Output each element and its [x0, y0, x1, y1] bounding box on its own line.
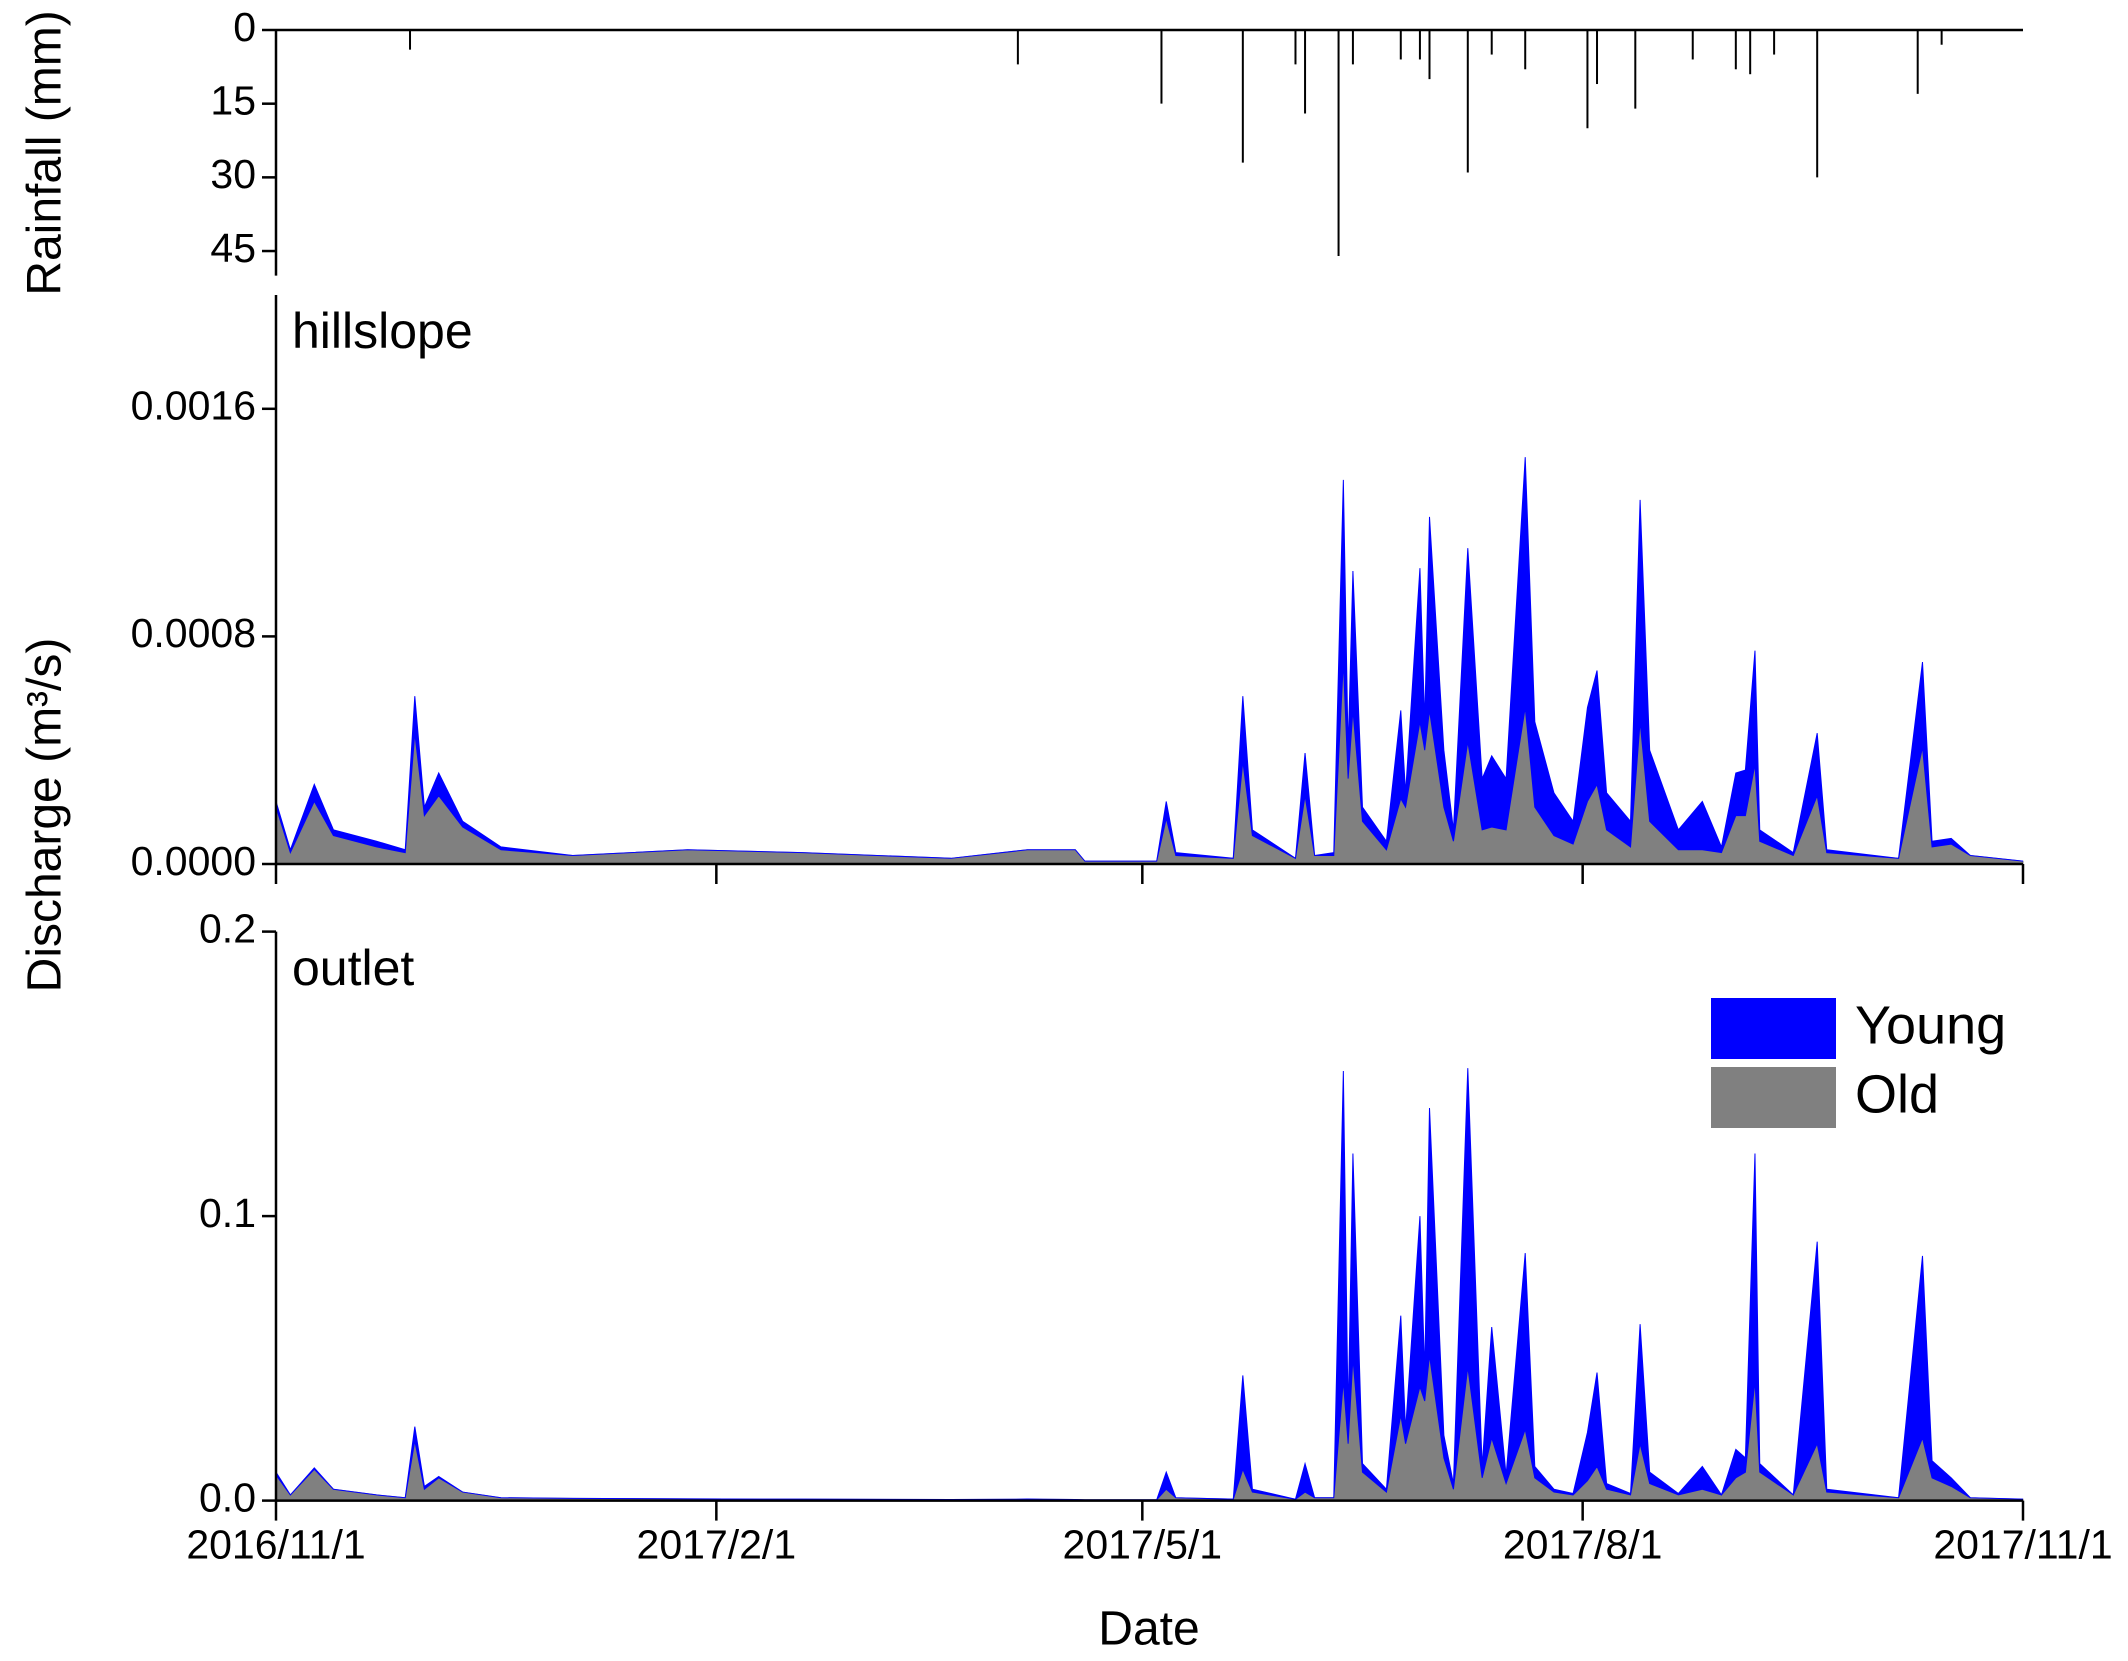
y-tick-label: 15: [210, 78, 256, 124]
x-axis-label: Date: [1098, 1603, 1199, 1656]
legend-swatch: [1711, 998, 1836, 1059]
x-tick-label: 2017/5/1: [1063, 1521, 1223, 1567]
area-old: [275, 1355, 2024, 1502]
legend-swatch: [1711, 1067, 1836, 1128]
y-tick-label: 0.1: [199, 1190, 256, 1236]
y-tick-label: 0.0008: [131, 610, 256, 656]
legend-label: Young: [1855, 995, 2006, 1055]
x-tick-label: 2017/11/1: [1933, 1521, 2112, 1567]
y-axis-label: Discharge (m³/s): [19, 638, 72, 993]
y-tick-label: 0.0016: [131, 383, 256, 429]
x-tick-label: 2017/8/1: [1503, 1521, 1663, 1567]
y-tick-label: 0.2: [199, 905, 256, 951]
area-series-1: [275, 457, 2024, 862]
y-tick-label: 0: [233, 4, 256, 50]
y-tick-label: 30: [210, 151, 256, 197]
panel-label: hillslope: [292, 303, 473, 359]
area-young: [275, 1068, 2024, 1501]
y-tick-label: 0.0: [199, 1474, 256, 1520]
y-tick-label: 0.0000: [131, 838, 256, 884]
y-axis-label: Rainfall (mm): [19, 10, 72, 295]
y-tick-label: 45: [210, 225, 256, 271]
x-tick-label: 2017/2/1: [637, 1521, 797, 1567]
x-tick-label: 2016/11/1: [186, 1521, 365, 1567]
panel-label: outlet: [292, 940, 414, 996]
legend-label: Old: [1855, 1064, 1939, 1124]
